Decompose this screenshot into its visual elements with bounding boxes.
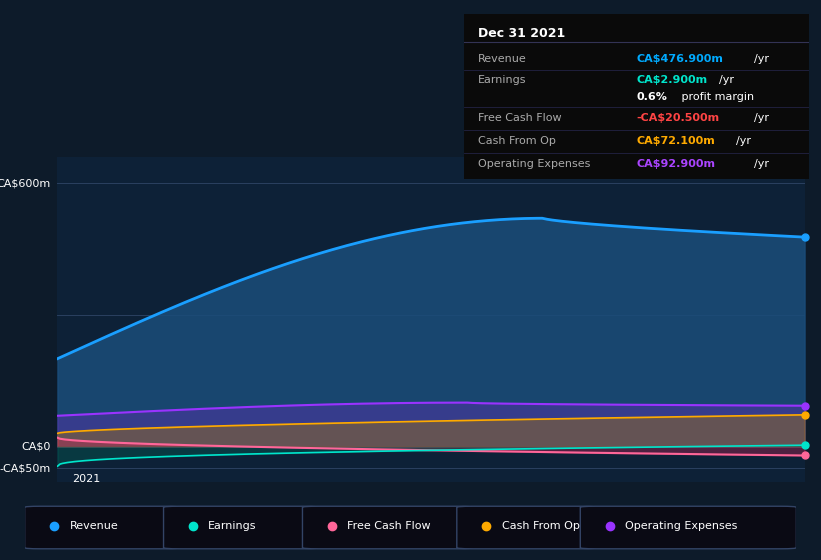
Text: Cash From Op: Cash From Op xyxy=(478,136,556,146)
Text: -CA$20.500m: -CA$20.500m xyxy=(636,113,719,123)
Text: CA$600m: CA$600m xyxy=(0,178,51,188)
FancyBboxPatch shape xyxy=(456,506,596,549)
Text: 2021: 2021 xyxy=(72,474,101,484)
Text: Revenue: Revenue xyxy=(478,54,526,64)
Text: 0.6%: 0.6% xyxy=(636,92,667,102)
Text: CA$92.900m: CA$92.900m xyxy=(636,160,715,169)
Text: Earnings: Earnings xyxy=(209,521,257,531)
Text: CA$2.900m: CA$2.900m xyxy=(636,75,708,85)
FancyBboxPatch shape xyxy=(25,506,179,549)
Text: Cash From Op: Cash From Op xyxy=(502,521,580,531)
Text: CA$0: CA$0 xyxy=(21,441,51,451)
Text: Earnings: Earnings xyxy=(478,75,526,85)
Text: -CA$50m: -CA$50m xyxy=(0,464,51,473)
Text: /yr: /yr xyxy=(736,136,751,146)
Text: /yr: /yr xyxy=(754,54,768,64)
FancyBboxPatch shape xyxy=(302,506,472,549)
Text: /yr: /yr xyxy=(719,75,734,85)
Text: /yr: /yr xyxy=(754,160,768,169)
Text: Revenue: Revenue xyxy=(70,521,118,531)
Text: /yr: /yr xyxy=(754,113,768,123)
Text: Operating Expenses: Operating Expenses xyxy=(478,160,590,169)
FancyBboxPatch shape xyxy=(580,506,796,549)
Text: Operating Expenses: Operating Expenses xyxy=(625,521,737,531)
Text: Free Cash Flow: Free Cash Flow xyxy=(347,521,431,531)
Text: CA$72.100m: CA$72.100m xyxy=(636,136,715,146)
Text: Free Cash Flow: Free Cash Flow xyxy=(478,113,562,123)
Text: Dec 31 2021: Dec 31 2021 xyxy=(478,27,565,40)
Text: CA$476.900m: CA$476.900m xyxy=(636,54,723,64)
FancyBboxPatch shape xyxy=(163,506,318,549)
Text: profit margin: profit margin xyxy=(677,92,754,102)
